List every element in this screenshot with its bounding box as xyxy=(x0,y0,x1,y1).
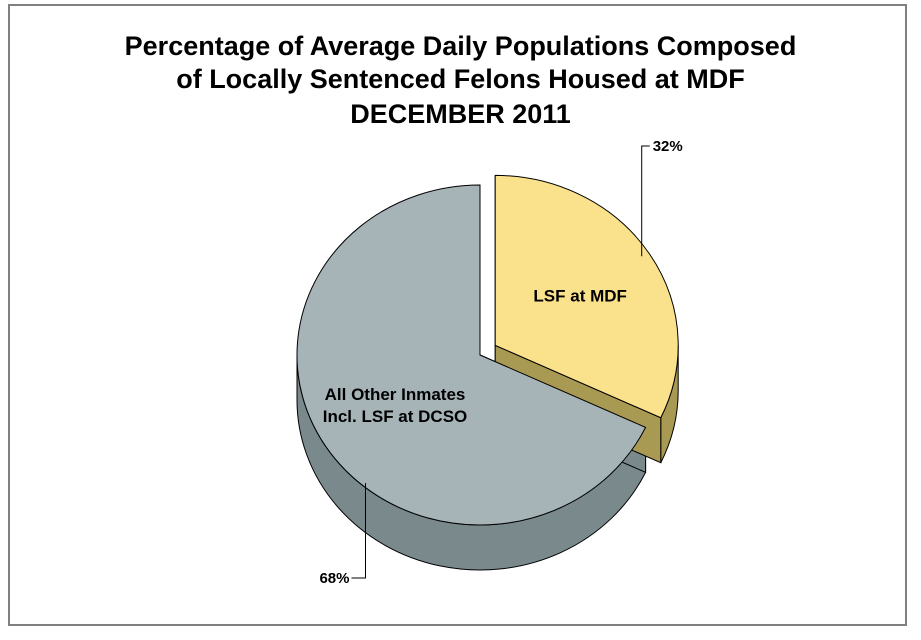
slice-label-all-other-inmates-incl-lsf-at-dcso-1: Incl. LSF at DCSO xyxy=(323,407,468,426)
value-label-all-other-inmates-incl-lsf-at-dcso: 68% xyxy=(319,570,349,587)
leader-all-other-inmates-incl-lsf-at-dcso xyxy=(351,483,366,579)
leader-lsf-at-mdf xyxy=(641,145,650,257)
value-label-lsf-at-mdf: 32% xyxy=(653,138,683,155)
pie-tops xyxy=(296,174,679,526)
pie-slice-all-other-inmates-incl-lsf-at-dcso xyxy=(296,184,647,526)
slice-labels: LSF at MDF 32% All Other Inmates Incl. LSF … xyxy=(319,138,682,587)
leader-lines xyxy=(351,145,650,579)
chart-title-line-2: of Locally Sentenced Felons Housed at MD… xyxy=(176,64,745,94)
pie-slice-lsf-at-mdf xyxy=(494,174,679,419)
slice-label-all-other-inmates-incl-lsf-at-dcso-0: All Other Inmates xyxy=(325,385,466,404)
chart-title-line-1: Percentage of Average Daily Populations … xyxy=(124,31,797,61)
slice-label-lsf-at-mdf-0: LSF at MDF xyxy=(533,286,627,305)
chart-title-line-3: DECEMBER 2011 xyxy=(350,99,571,129)
